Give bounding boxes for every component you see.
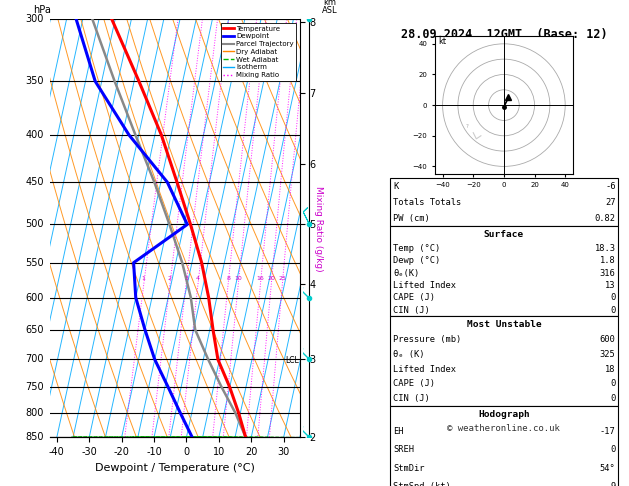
Text: CAPE (J): CAPE (J) [393, 293, 435, 302]
Text: 850: 850 [26, 433, 44, 442]
Text: 800: 800 [26, 408, 44, 418]
Text: Surface: Surface [484, 230, 524, 239]
Text: 2: 2 [168, 276, 172, 281]
Text: Lifted Index: Lifted Index [393, 281, 457, 290]
Text: 16: 16 [257, 276, 264, 281]
Text: StmDir: StmDir [393, 464, 425, 473]
Y-axis label: Mixing Ratio (g/kg): Mixing Ratio (g/kg) [314, 186, 323, 271]
Text: 450: 450 [26, 177, 44, 187]
Text: K: K [393, 182, 399, 191]
Text: SREH: SREH [393, 445, 415, 454]
Text: 13: 13 [605, 281, 616, 290]
Text: 27: 27 [605, 198, 616, 207]
Text: 20: 20 [267, 276, 276, 281]
Text: 8: 8 [226, 276, 230, 281]
Text: 3: 3 [184, 276, 188, 281]
X-axis label: Dewpoint / Temperature (°C): Dewpoint / Temperature (°C) [95, 463, 255, 473]
Text: 1: 1 [142, 276, 146, 281]
Text: 0: 0 [610, 394, 616, 403]
Text: 325: 325 [600, 350, 616, 359]
Text: Most Unstable: Most Unstable [467, 320, 542, 329]
Text: 350: 350 [26, 76, 44, 87]
Bar [390, 226, 618, 316]
Text: Pressure (mb): Pressure (mb) [393, 335, 462, 344]
Text: Totals Totals: Totals Totals [393, 198, 462, 207]
Text: CIN (J): CIN (J) [393, 394, 430, 403]
Text: LCL: LCL [285, 356, 299, 365]
Text: km
ASL: km ASL [322, 0, 338, 15]
Bar [390, 316, 618, 406]
Text: 0: 0 [610, 293, 616, 302]
Text: 316: 316 [600, 269, 616, 278]
Text: 10: 10 [235, 276, 242, 281]
Text: 0.82: 0.82 [594, 214, 616, 223]
Text: 0: 0 [610, 445, 616, 454]
Text: Lifted Index: Lifted Index [393, 364, 457, 374]
Text: CIN (J): CIN (J) [393, 306, 430, 314]
Text: 650: 650 [26, 325, 44, 335]
Text: EH: EH [393, 427, 404, 436]
Text: 1.8: 1.8 [600, 257, 616, 265]
Text: 700: 700 [26, 354, 44, 364]
Text: -6: -6 [605, 182, 616, 191]
Text: PW (cm): PW (cm) [393, 214, 430, 223]
Text: StmSpd (kt): StmSpd (kt) [393, 482, 451, 486]
Text: Hodograph: Hodograph [478, 410, 530, 418]
Text: 400: 400 [26, 130, 44, 140]
Text: Temp (°C): Temp (°C) [393, 244, 441, 253]
Text: © weatheronline.co.uk: © weatheronline.co.uk [447, 424, 560, 433]
Text: -17: -17 [600, 427, 616, 436]
Text: 550: 550 [25, 258, 44, 268]
Text: 18: 18 [605, 364, 616, 374]
Text: 40°07'N  33°00'E  1208m ASL: 40°07'N 33°00'E 1208m ASL [74, 0, 276, 3]
Text: θₑ (K): θₑ (K) [393, 350, 425, 359]
Text: θₑ(K): θₑ(K) [393, 269, 420, 278]
Text: CAPE (J): CAPE (J) [393, 380, 435, 388]
Text: 25: 25 [279, 276, 286, 281]
Text: 9: 9 [610, 482, 616, 486]
Text: 18.3: 18.3 [594, 244, 616, 253]
Text: 54°: 54° [600, 464, 616, 473]
Text: 300: 300 [26, 15, 44, 24]
Text: 500: 500 [26, 220, 44, 229]
Text: 28.09.2024  12GMT  (Base: 12): 28.09.2024 12GMT (Base: 12) [401, 28, 607, 41]
Bar [390, 178, 618, 226]
Text: Dewp (°C): Dewp (°C) [393, 257, 441, 265]
Text: 0: 0 [610, 306, 616, 314]
Text: 4: 4 [196, 276, 200, 281]
Bar [390, 406, 618, 486]
Text: 600: 600 [26, 293, 44, 303]
Legend: Temperature, Dewpoint, Parcel Trajectory, Dry Adiabat, Wet Adiabat, Isotherm, Mi: Temperature, Dewpoint, Parcel Trajectory… [221, 23, 296, 81]
Text: 600: 600 [600, 335, 616, 344]
Text: 750: 750 [25, 382, 44, 392]
Text: hPa: hPa [33, 5, 51, 15]
Text: 0: 0 [610, 380, 616, 388]
